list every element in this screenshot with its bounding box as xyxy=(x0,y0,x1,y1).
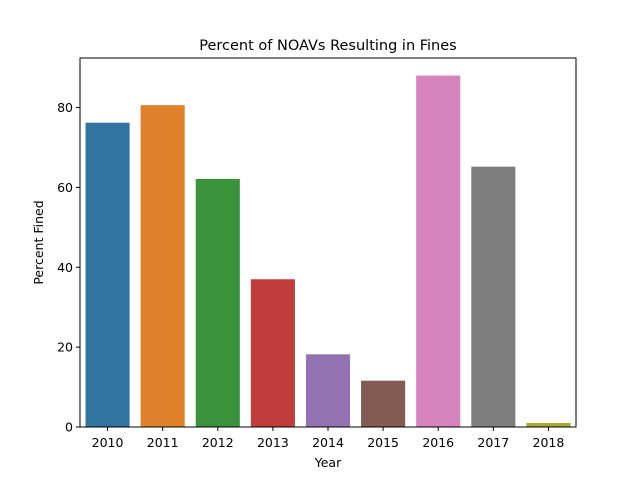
x-tick-label-2015: 2015 xyxy=(367,435,399,450)
x-tick-label-2010: 2010 xyxy=(92,435,124,450)
x-tick-label-2013: 2013 xyxy=(257,435,289,450)
y-tick-label-80: 80 xyxy=(57,100,73,115)
x-tick-label-2018: 2018 xyxy=(533,435,565,450)
x-axis-ticks: 2010 2011 2012 2013 2014 2015 2016 2017 2018 xyxy=(92,427,565,450)
bar-2014 xyxy=(305,354,351,427)
bar-2010 xyxy=(85,122,130,428)
x-tick-label-2012: 2012 xyxy=(202,435,234,450)
y-axis-label: Percent Fined xyxy=(31,200,46,284)
bar-2018 xyxy=(526,423,571,427)
x-axis-label: Year xyxy=(314,455,342,470)
bars-group xyxy=(85,75,571,428)
y-tick-label-0: 0 xyxy=(65,420,73,435)
bar-2012 xyxy=(195,179,240,427)
bar-2015 xyxy=(361,380,406,427)
chart-title: Percent of NOAVs Resulting in Fines xyxy=(199,38,456,54)
bar-2013 xyxy=(250,279,295,427)
bar-2011 xyxy=(140,105,185,427)
bar-2017 xyxy=(471,166,516,427)
y-axis-ticks: 0 20 40 60 80 xyxy=(57,100,80,435)
x-tick-label-2011: 2011 xyxy=(147,435,179,450)
x-tick-label-2014: 2014 xyxy=(312,435,344,450)
y-tick-label-60: 60 xyxy=(57,180,73,195)
x-tick-label-2017: 2017 xyxy=(477,435,509,450)
plot-frame xyxy=(79,57,577,428)
x-tick-label-2016: 2016 xyxy=(422,435,454,450)
y-tick-label-40: 40 xyxy=(57,260,73,275)
y-tick-label-20: 20 xyxy=(57,340,73,355)
bar-2016 xyxy=(416,75,461,428)
